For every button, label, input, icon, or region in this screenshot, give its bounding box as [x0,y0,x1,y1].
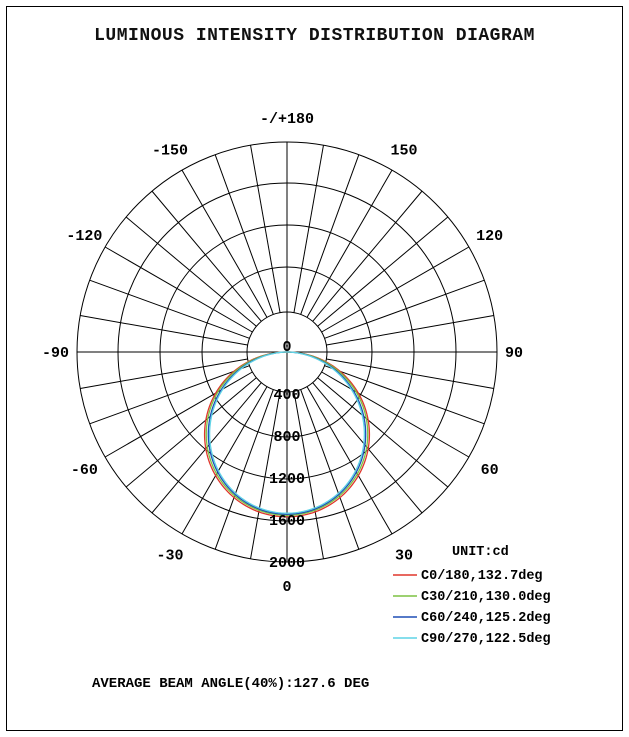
grid-spoke [324,365,485,425]
radial-tick-label: 0 [282,339,291,356]
intensity-curve-1 [203,351,371,518]
grid-spoke [300,154,360,315]
angle-tick-label: 60 [481,462,499,479]
grid-spoke [317,377,449,488]
grid-spoke [293,145,324,313]
legend: UNIT:cd C0/180,132.7deg C30/210,130.0deg C6… [393,545,551,647]
legend-label: C90/270,122.5deg [421,632,551,647]
unit-label: UNIT:cd [452,545,509,560]
grid-spoke [214,389,274,550]
angle-tick-labels: -/+180 -150 150 -120 120 -90 90 -60 60 -30 30 0 [42,111,523,596]
grid-spoke [89,279,250,339]
radial-tick-label: 2000 [269,555,305,572]
grid-spoke [306,169,393,318]
legend-label: C0/180,132.7deg [421,569,543,584]
angle-tick-label: 120 [476,228,503,245]
grid-spoke [89,365,250,425]
radial-tick-label: 800 [273,429,300,446]
angle-tick-label: 150 [390,142,417,159]
grid-spoke [181,386,268,535]
intensity-curves [203,351,371,518]
grid-spoke [151,382,262,514]
intensity-curve-3 [207,351,367,515]
radial-tick-label: 1200 [269,471,305,488]
grid-spoke [293,391,324,559]
intensity-curve-2 [205,351,369,516]
angle-tick-label: -60 [71,462,98,479]
grid-spoke [214,154,274,315]
grid-spoke [80,315,248,346]
grid-spoke [250,145,281,313]
grid-spoke [125,377,257,488]
chart-title: LUMINOUS INTENSITY DISTRIBUTION DIAGRAM [94,26,535,46]
radial-tick-label: 1600 [269,513,305,530]
angle-tick-label: -150 [152,142,188,159]
grid-spoke [312,382,423,514]
angle-tick-label: 0 [282,579,291,596]
polar-grid [76,141,498,563]
grid-spoke [306,386,393,535]
grid-spoke [80,358,248,389]
angle-tick-label: 30 [395,548,413,565]
radial-tick-labels: 0 400 800 1200 1600 2000 [269,339,305,572]
radial-tick-label: 400 [273,387,300,404]
angle-tick-label: 90 [505,345,523,362]
intensity-curve-4 [208,351,366,514]
average-beam-angle: AVERAGE BEAM ANGLE(40%):127.6 DEG [92,676,370,692]
angle-tick-label: -30 [156,548,183,565]
grid-spoke [321,246,470,333]
grid-spoke [104,371,253,458]
legend-label: C60/240,125.2deg [421,611,551,626]
grid-spoke [104,246,253,333]
angle-tick-label: -/+180 [260,111,314,128]
grid-spoke [321,371,470,458]
angle-tick-label: -120 [66,228,102,245]
grid-spoke [317,216,449,327]
chart-frame [6,6,623,731]
grid-spoke [125,216,257,327]
legend-label: C30/210,130.0deg [421,590,551,605]
grid-spoke [326,315,494,346]
grid-spoke [326,358,494,389]
grid-spoke [300,389,360,550]
grid-spoke [312,190,423,322]
grid-spoke [324,279,485,339]
grid-spoke [250,391,281,559]
grid-spoke [181,169,268,318]
angle-tick-label: -90 [42,345,69,362]
grid-spoke [151,190,262,322]
